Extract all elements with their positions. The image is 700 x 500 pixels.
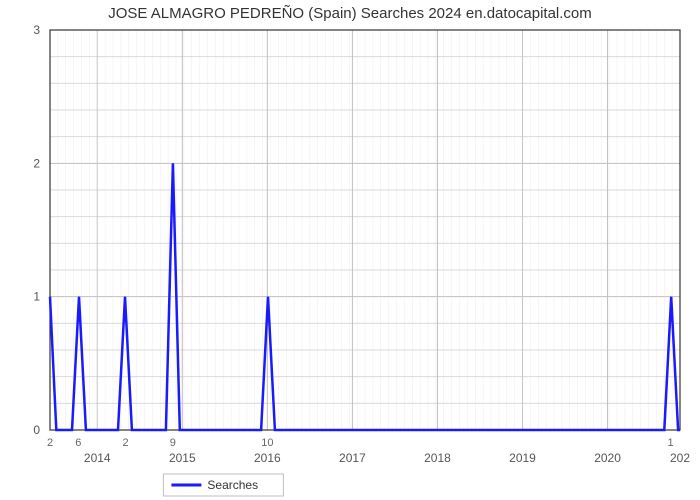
svg-text:2018: 2018 xyxy=(424,451,451,465)
svg-text:1: 1 xyxy=(33,290,40,304)
chart-title: JOSE ALMAGRO PEDREÑO (Spain) Searches 20… xyxy=(108,5,592,22)
svg-text:202: 202 xyxy=(670,451,690,465)
legend: Searches xyxy=(163,474,283,496)
svg-text:2: 2 xyxy=(33,156,40,170)
svg-text:1: 1 xyxy=(667,437,673,449)
svg-text:2020: 2020 xyxy=(594,451,621,465)
svg-text:3: 3 xyxy=(33,23,40,37)
svg-text:2017: 2017 xyxy=(339,451,366,465)
svg-text:2019: 2019 xyxy=(509,451,536,465)
grid-group xyxy=(50,30,680,430)
svg-text:10: 10 xyxy=(261,437,273,449)
svg-text:0: 0 xyxy=(33,423,40,437)
svg-text:2016: 2016 xyxy=(254,451,281,465)
svg-text:2015: 2015 xyxy=(169,451,196,465)
svg-text:9: 9 xyxy=(170,437,176,449)
x-axis: 2 6 2 9 10 1 2014 2015 2016 2017 2018 2019 2020 202 xyxy=(47,437,690,465)
svg-text:6: 6 xyxy=(75,437,81,449)
svg-text:2: 2 xyxy=(47,437,53,449)
legend-label: Searches xyxy=(207,478,258,492)
line-chart-svg: JOSE ALMAGRO PEDREÑO (Spain) Searches 20… xyxy=(0,0,700,500)
svg-text:2: 2 xyxy=(123,437,129,449)
y-axis: 0 1 2 3 xyxy=(33,23,40,437)
chart-container: JOSE ALMAGRO PEDREÑO (Spain) Searches 20… xyxy=(0,0,700,500)
svg-text:2014: 2014 xyxy=(84,451,111,465)
